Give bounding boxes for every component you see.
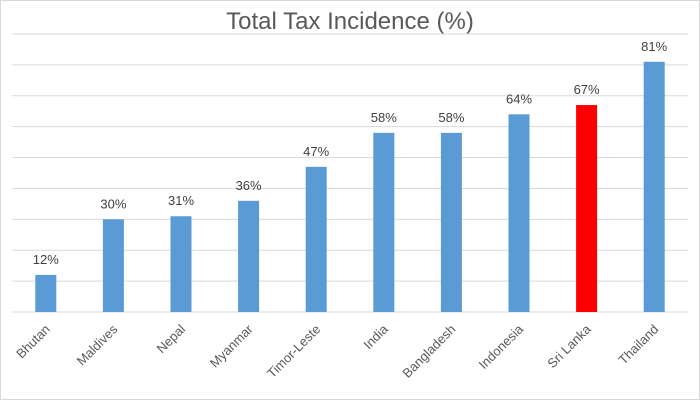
x-tick-label: Maldives (74, 321, 121, 368)
data-label: 30% (100, 196, 126, 211)
bar (643, 61, 665, 312)
data-label: 58% (371, 110, 397, 125)
bar (35, 274, 57, 312)
data-label: 12% (33, 252, 59, 267)
x-tick-label: India (360, 321, 391, 352)
data-label: 58% (438, 110, 464, 125)
bar (576, 105, 598, 313)
data-label: 64% (506, 91, 532, 106)
x-tick-label: Thailand (615, 322, 661, 368)
x-tick-label: Bhutan (13, 322, 53, 362)
x-tick-label: Bangladesh (399, 322, 458, 381)
data-label: 31% (168, 193, 194, 208)
bar (440, 132, 462, 312)
x-tick-label: Indonesia (476, 321, 527, 372)
x-tick-label: Timor-Leste (264, 322, 323, 381)
bar (170, 216, 192, 312)
x-tick-label: Nepal (153, 321, 188, 356)
bar (508, 114, 530, 312)
data-label: 47% (303, 144, 329, 159)
x-tick-label: Myanmar (207, 321, 256, 370)
bar (305, 166, 327, 312)
bar (238, 200, 260, 312)
data-label: 36% (236, 178, 262, 193)
bar (102, 219, 124, 312)
chart-title: Total Tax Incidence (%) (226, 8, 474, 35)
data-label: 67% (574, 82, 600, 97)
data-label: 81% (641, 39, 667, 54)
x-tick-label: Sri Lanka (544, 321, 594, 371)
bar (373, 132, 395, 312)
